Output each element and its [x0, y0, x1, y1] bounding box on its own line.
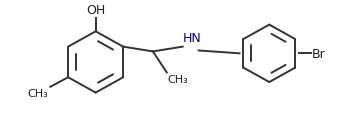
- Text: Br: Br: [312, 47, 326, 60]
- Text: OH: OH: [86, 4, 105, 17]
- Text: CH₃: CH₃: [168, 75, 189, 85]
- Text: CH₃: CH₃: [28, 88, 48, 98]
- Text: HN: HN: [183, 32, 201, 44]
